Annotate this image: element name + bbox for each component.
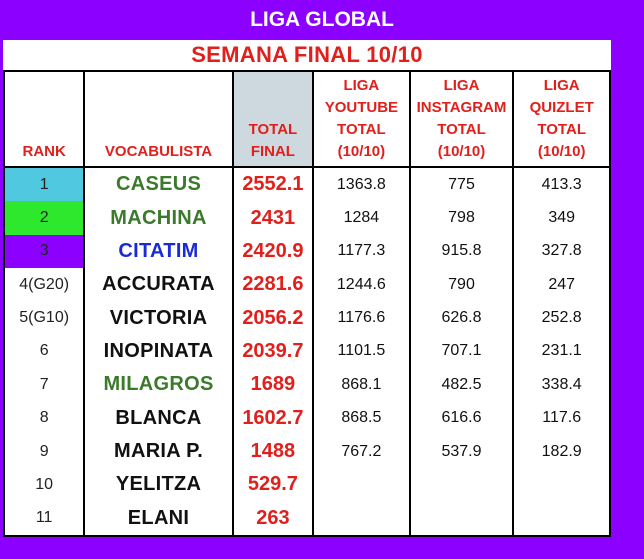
youtube-total-value: 868.5 bbox=[312, 401, 411, 435]
ranking-table: RANK VOCABULISTA TOTAL FINAL LIGA YOUTUBE T… bbox=[2, 70, 611, 538]
name-header: VOCABULISTA bbox=[83, 70, 234, 168]
ranking-rows: 1 CASEUS 2552.1 1363.8 775 413.3 2 MACHINA 2431 1… bbox=[2, 167, 611, 538]
rank-cell: 6 bbox=[2, 334, 86, 369]
table-row: 1 CASEUS 2552.1 1363.8 775 413.3 bbox=[2, 167, 611, 202]
quizlet-total-value: 338.4 bbox=[512, 368, 611, 402]
rank-cell: 10 bbox=[2, 468, 86, 502]
table-row: 9 MARIA P. 1488 767.2 537.9 182.9 bbox=[2, 434, 611, 469]
table-row: 6 INOPINATA 2039.7 1101.5 707.1 231.1 bbox=[2, 334, 611, 369]
instagram-total-value bbox=[408, 468, 515, 502]
table-row: 10 YELITZA 529.7 bbox=[2, 468, 611, 502]
vocabulista-name: BLANCA bbox=[83, 401, 234, 435]
rank-cell: 7 bbox=[2, 368, 86, 402]
total-final-value: 2552.1 bbox=[231, 167, 315, 202]
instagram-total-value: 537.9 bbox=[408, 434, 515, 469]
quizlet-total-value: 117.6 bbox=[512, 401, 611, 435]
rank-cell: 4(G20) bbox=[2, 268, 86, 302]
quizlet-total-value: 349 bbox=[512, 201, 611, 235]
instagram-total-value: 707.1 bbox=[408, 334, 515, 369]
total-final-value: 2039.7 bbox=[231, 334, 315, 369]
youtube-header: LIGA YOUTUBE TOTAL (10/10) bbox=[312, 70, 411, 168]
vocabulista-name: VICTORIA bbox=[83, 301, 234, 335]
youtube-total-value: 767.2 bbox=[312, 434, 411, 469]
instagram-total-value bbox=[408, 501, 515, 538]
instagram-total-value: 915.8 bbox=[408, 234, 515, 269]
quizlet-header: LIGA QUIZLET TOTAL (10/10) bbox=[512, 70, 611, 168]
instagram-total-value: 798 bbox=[408, 201, 515, 235]
instagram-total-value: 626.8 bbox=[408, 301, 515, 335]
total-final-value: 529.7 bbox=[231, 468, 315, 502]
vocabulista-name: MACHINA bbox=[83, 201, 234, 235]
table-row: 8 BLANCA 1602.7 868.5 616.6 117.6 bbox=[2, 401, 611, 435]
total-final-value: 1602.7 bbox=[231, 401, 315, 435]
vocabulista-name: YELITZA bbox=[83, 468, 234, 502]
youtube-total-value: 1363.8 bbox=[312, 167, 411, 202]
quizlet-total-value bbox=[512, 468, 611, 502]
league-title: LIGA GLOBAL bbox=[250, 8, 394, 31]
rank-cell: 11 bbox=[2, 501, 86, 538]
rank-cell: 5(G10) bbox=[2, 301, 86, 335]
youtube-total-value: 1176.6 bbox=[312, 301, 411, 335]
rank-header: RANK bbox=[2, 70, 86, 168]
rank-cell: 9 bbox=[2, 434, 86, 469]
table-row: 5(G10) VICTORIA 2056.2 1176.6 626.8 252.8 bbox=[2, 301, 611, 335]
instagram-total-value: 775 bbox=[408, 167, 515, 202]
quizlet-total-value: 247 bbox=[512, 268, 611, 302]
vocabulista-name: ACCURATA bbox=[83, 268, 234, 302]
table-row: 2 MACHINA 2431 1284 798 349 bbox=[2, 201, 611, 235]
rank-cell: 8 bbox=[2, 401, 86, 435]
youtube-total-value bbox=[312, 468, 411, 502]
quizlet-total-value: 231.1 bbox=[512, 334, 611, 369]
vocabulista-name: ELANI bbox=[83, 501, 234, 538]
table-row: 3 CITATIM 2420.9 1177.3 915.8 327.8 bbox=[2, 234, 611, 269]
instagram-header: LIGA INSTAGRAM TOTAL (10/10) bbox=[408, 70, 515, 168]
youtube-total-value: 1244.6 bbox=[312, 268, 411, 302]
vocabulista-name: CITATIM bbox=[83, 234, 234, 269]
instagram-total-value: 482.5 bbox=[408, 368, 515, 402]
youtube-total-value: 1101.5 bbox=[312, 334, 411, 369]
table-row: 11 ELANI 263 bbox=[2, 501, 611, 538]
vocabulista-name: MARIA P. bbox=[83, 434, 234, 469]
table-row: 4(G20) ACCURATA 2281.6 1244.6 790 247 bbox=[2, 268, 611, 302]
quizlet-total-value bbox=[512, 501, 611, 538]
quizlet-total-value: 413.3 bbox=[512, 167, 611, 202]
total-final-value: 2056.2 bbox=[231, 301, 315, 335]
total-final-value: 2431 bbox=[231, 201, 315, 235]
table-row: 7 MILAGROS 1689 868.1 482.5 338.4 bbox=[2, 368, 611, 402]
rank-cell: 3 bbox=[2, 234, 86, 269]
total-final-value: 1689 bbox=[231, 368, 315, 402]
total-final-value: 2420.9 bbox=[231, 234, 315, 269]
vocabulista-name: CASEUS bbox=[83, 167, 234, 202]
youtube-total-value bbox=[312, 501, 411, 538]
total-final-value: 1488 bbox=[231, 434, 315, 469]
week-subtitle: SEMANA FINAL 10/10 bbox=[3, 40, 611, 70]
total-final-value: 263 bbox=[231, 501, 315, 538]
total-final-header: TOTAL FINAL bbox=[231, 70, 315, 168]
rank-cell: 1 bbox=[2, 167, 86, 202]
total-final-value: 2281.6 bbox=[231, 268, 315, 302]
youtube-total-value: 1284 bbox=[312, 201, 411, 235]
vocabulista-name: INOPINATA bbox=[83, 334, 234, 369]
instagram-total-value: 616.6 bbox=[408, 401, 515, 435]
rank-cell: 2 bbox=[2, 201, 86, 235]
quizlet-total-value: 182.9 bbox=[512, 434, 611, 469]
quizlet-total-value: 327.8 bbox=[512, 234, 611, 269]
youtube-total-value: 1177.3 bbox=[312, 234, 411, 269]
instagram-total-value: 790 bbox=[408, 268, 515, 302]
quizlet-total-value: 252.8 bbox=[512, 301, 611, 335]
vocabulista-name: MILAGROS bbox=[83, 368, 234, 402]
youtube-total-value: 868.1 bbox=[312, 368, 411, 402]
